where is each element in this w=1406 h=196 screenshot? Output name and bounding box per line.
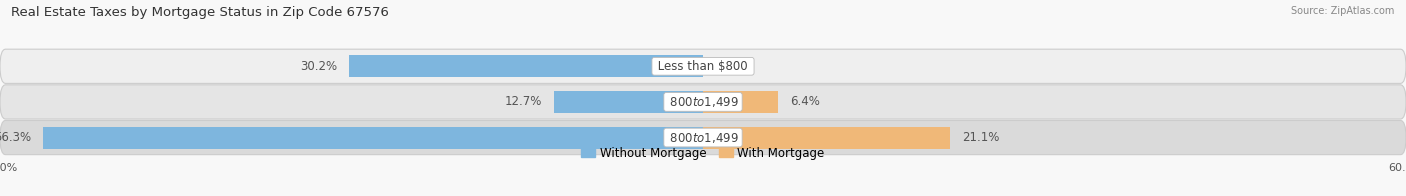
Bar xyxy=(703,126,950,149)
Text: $800 to $1,499: $800 to $1,499 xyxy=(666,131,740,145)
FancyBboxPatch shape xyxy=(0,85,1406,119)
Bar xyxy=(349,55,703,77)
Text: Source: ZipAtlas.com: Source: ZipAtlas.com xyxy=(1291,6,1395,16)
Legend: Without Mortgage, With Mortgage: Without Mortgage, With Mortgage xyxy=(576,142,830,164)
Text: 21.1%: 21.1% xyxy=(962,131,1000,144)
Text: 0.0%: 0.0% xyxy=(714,60,744,73)
Text: $800 to $1,499: $800 to $1,499 xyxy=(666,95,740,109)
Text: 6.4%: 6.4% xyxy=(790,95,820,108)
Text: 56.3%: 56.3% xyxy=(0,131,31,144)
Text: Less than $800: Less than $800 xyxy=(654,60,752,73)
Text: 12.7%: 12.7% xyxy=(505,95,543,108)
Text: Real Estate Taxes by Mortgage Status in Zip Code 67576: Real Estate Taxes by Mortgage Status in … xyxy=(11,6,389,19)
FancyBboxPatch shape xyxy=(0,49,1406,83)
Bar xyxy=(44,126,703,149)
Bar xyxy=(703,91,778,113)
Text: 30.2%: 30.2% xyxy=(301,60,337,73)
Bar xyxy=(554,91,703,113)
FancyBboxPatch shape xyxy=(0,121,1406,155)
